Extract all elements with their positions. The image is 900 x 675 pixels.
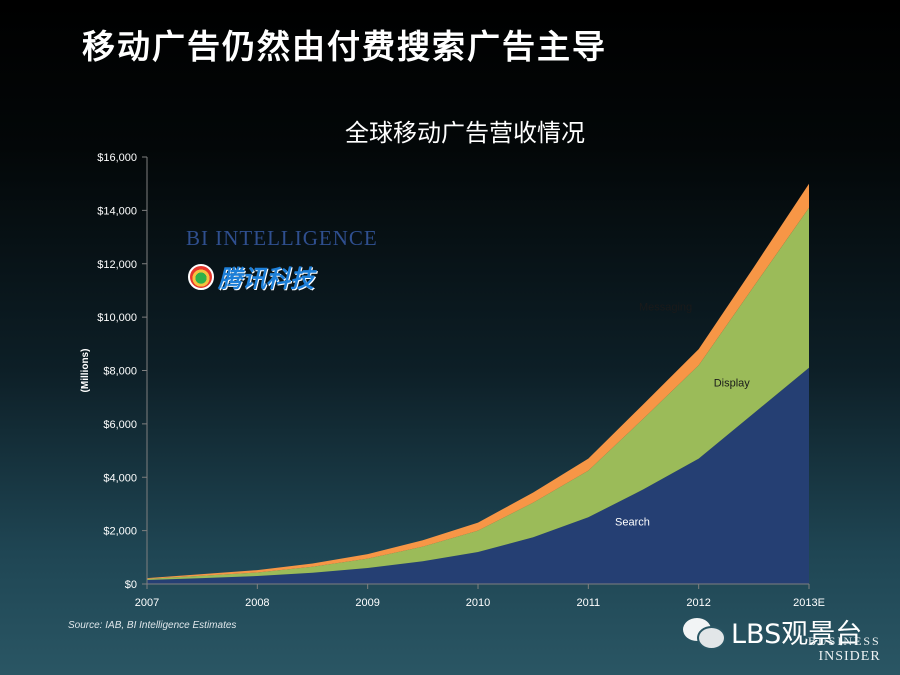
- x-tick-label: 2009: [355, 597, 379, 609]
- tencent-tech-logo: 腾讯科技: [188, 259, 314, 294]
- business-insider-line1: BUSINESS: [808, 634, 881, 648]
- x-tick-label: 2011: [577, 597, 601, 609]
- series-label-display: Display: [714, 378, 751, 390]
- business-insider-line2: INSIDER: [818, 649, 881, 664]
- business-insider-logo: BUSINESS INSIDER: [808, 634, 881, 664]
- bi-intelligence-logo: BI INTELLIGENCE: [186, 226, 378, 250]
- y-tick-label: $16,000: [97, 152, 137, 164]
- wechat-watermark: LBS观景台: [683, 612, 862, 651]
- wechat-icon: [683, 615, 727, 650]
- y-tick-label: $14,000: [97, 205, 137, 217]
- y-tick-label: $0: [125, 579, 137, 591]
- area-search: [147, 367, 809, 584]
- chart-labels: Search Display Messaging: [615, 301, 750, 528]
- area-messaging: [147, 183, 809, 579]
- chart-title: 全球移动广告营收情况: [345, 119, 585, 147]
- y-tick-label: $10,000: [97, 312, 137, 324]
- tencent-logo-icon: [188, 263, 214, 290]
- series-label-search: Search: [615, 516, 650, 528]
- tencent-tech-name: 腾讯科技: [218, 265, 314, 293]
- y-tick-label: $6,000: [103, 419, 137, 431]
- area-display: [147, 207, 809, 580]
- series-label-messaging: Messaging: [639, 301, 692, 313]
- y-axis-title: (Millions): [80, 349, 91, 393]
- x-tick-label: 2007: [135, 597, 159, 609]
- x-tick-label: 2008: [245, 597, 269, 609]
- chart-areas: [147, 183, 809, 584]
- x-tick-label: 2010: [466, 597, 490, 609]
- y-tick-label: $2,000: [103, 526, 137, 538]
- y-tick-label: $12,000: [97, 259, 137, 271]
- chart-axes: $0 $2,000 $4,000 $6,000 $8,000 $10,000 $12,000…: [80, 152, 825, 609]
- x-tick-label: 2013E: [793, 597, 825, 609]
- y-tick-label: $8,000: [103, 366, 137, 378]
- watermark-text: LBS观景台: [731, 619, 863, 650]
- x-tick-label: 2012: [686, 597, 710, 609]
- source-note: Source: IAB, BI Intelligence Estimates: [68, 620, 237, 631]
- slide-title: 移动广告仍然由付费搜索广告主导: [82, 27, 607, 66]
- y-tick-label: $4,000: [103, 472, 137, 484]
